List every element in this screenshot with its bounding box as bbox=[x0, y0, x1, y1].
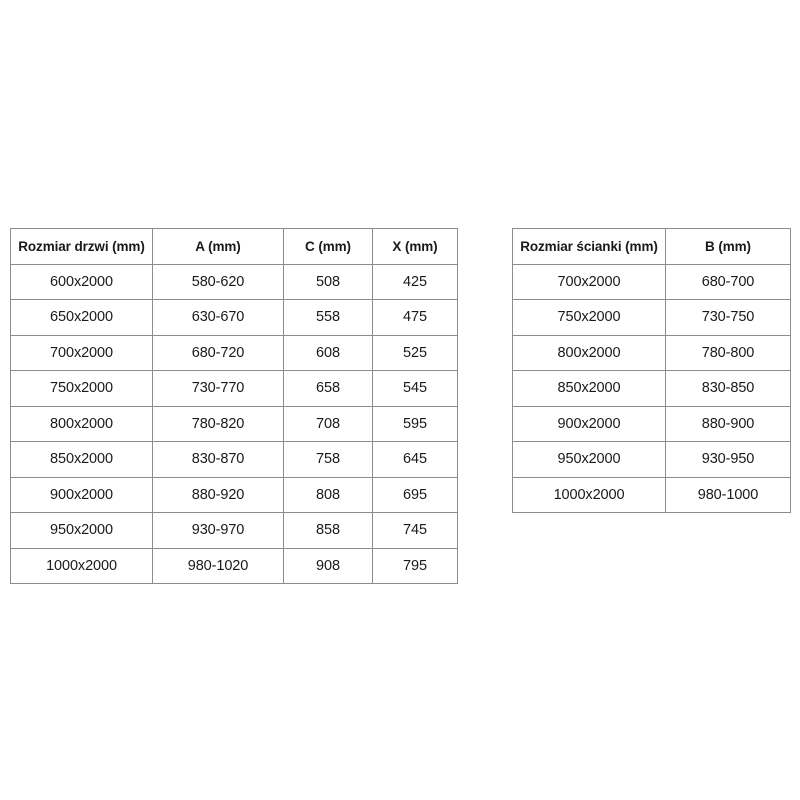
doors-dimension-table: Rozmiar drzwi (mm) A (mm) C (mm) X (mm) … bbox=[10, 228, 458, 584]
doors-cell-a: 880-920 bbox=[152, 476, 284, 513]
wall-cell-b: 880-900 bbox=[665, 405, 791, 442]
wall-cell-b: 680-700 bbox=[665, 263, 791, 300]
doors-cell-c: 608 bbox=[283, 334, 373, 371]
wall-table-header-row: Rozmiar ścianki (mm) B (mm) bbox=[512, 228, 791, 265]
doors-cell-c: 758 bbox=[283, 441, 373, 478]
doors-cell-a: 580-620 bbox=[152, 263, 284, 300]
doors-cell-size: 1000x2000 bbox=[10, 547, 153, 584]
doors-cell-size: 750x2000 bbox=[10, 370, 153, 407]
doors-cell-a: 680-720 bbox=[152, 334, 284, 371]
doors-cell-size: 900x2000 bbox=[10, 476, 153, 513]
table-row: 900x2000 880-920 808 695 bbox=[10, 476, 458, 513]
table-row: 800x2000 780-800 bbox=[512, 334, 791, 371]
doors-cell-a: 780-820 bbox=[152, 405, 284, 442]
table-row: 850x2000 830-870 758 645 bbox=[10, 441, 458, 478]
table-row: 900x2000 880-900 bbox=[512, 405, 791, 442]
table-row: 1000x2000 980-1000 bbox=[512, 476, 791, 513]
wall-header-size: Rozmiar ścianki (mm) bbox=[512, 228, 666, 265]
table-row: 950x2000 930-950 bbox=[512, 441, 791, 478]
table-row: 750x2000 730-770 658 545 bbox=[10, 370, 458, 407]
doors-cell-c: 858 bbox=[283, 512, 373, 549]
doors-cell-c: 708 bbox=[283, 405, 373, 442]
wall-cell-size: 800x2000 bbox=[512, 334, 666, 371]
doors-header-c: C (mm) bbox=[283, 228, 373, 265]
doors-cell-c: 908 bbox=[283, 547, 373, 584]
doors-cell-size: 700x2000 bbox=[10, 334, 153, 371]
doors-cell-x: 475 bbox=[372, 299, 458, 336]
table-row: 950x2000 930-970 858 745 bbox=[10, 512, 458, 549]
table-row: 650x2000 630-670 558 475 bbox=[10, 299, 458, 336]
doors-cell-size: 950x2000 bbox=[10, 512, 153, 549]
wall-cell-size: 950x2000 bbox=[512, 441, 666, 478]
doors-cell-x: 595 bbox=[372, 405, 458, 442]
table-row: 700x2000 680-720 608 525 bbox=[10, 334, 458, 371]
table-row: 850x2000 830-850 bbox=[512, 370, 791, 407]
wall-cell-size: 1000x2000 bbox=[512, 476, 666, 513]
wall-cell-size: 850x2000 bbox=[512, 370, 666, 407]
table-row: 1000x2000 980-1020 908 795 bbox=[10, 547, 458, 584]
doors-cell-x: 525 bbox=[372, 334, 458, 371]
doors-cell-c: 508 bbox=[283, 263, 373, 300]
doors-header-a: A (mm) bbox=[152, 228, 284, 265]
doors-cell-x: 425 bbox=[372, 263, 458, 300]
wall-cell-b: 830-850 bbox=[665, 370, 791, 407]
wall-cell-b: 930-950 bbox=[665, 441, 791, 478]
table-row: 800x2000 780-820 708 595 bbox=[10, 405, 458, 442]
wall-cell-size: 700x2000 bbox=[512, 263, 666, 300]
doors-cell-c: 658 bbox=[283, 370, 373, 407]
doors-cell-c: 808 bbox=[283, 476, 373, 513]
wall-dimension-table: Rozmiar ścianki (mm) B (mm) 700x2000 680… bbox=[512, 228, 791, 513]
table-row: 600x2000 580-620 508 425 bbox=[10, 263, 458, 300]
table-row: 700x2000 680-700 bbox=[512, 263, 791, 300]
wall-cell-b: 730-750 bbox=[665, 299, 791, 336]
doors-cell-c: 558 bbox=[283, 299, 373, 336]
wall-cell-size: 750x2000 bbox=[512, 299, 666, 336]
wall-cell-b: 980-1000 bbox=[665, 476, 791, 513]
doors-cell-size: 850x2000 bbox=[10, 441, 153, 478]
doors-cell-size: 600x2000 bbox=[10, 263, 153, 300]
doors-cell-x: 645 bbox=[372, 441, 458, 478]
doors-cell-a: 630-670 bbox=[152, 299, 284, 336]
wall-table-body: 700x2000 680-700 750x2000 730-750 800x20… bbox=[512, 263, 791, 513]
doors-table-body: 600x2000 580-620 508 425 650x2000 630-67… bbox=[10, 263, 458, 584]
wall-header-b: B (mm) bbox=[665, 228, 791, 265]
doors-cell-a: 930-970 bbox=[152, 512, 284, 549]
table-row: 750x2000 730-750 bbox=[512, 299, 791, 336]
doors-cell-a: 730-770 bbox=[152, 370, 284, 407]
doors-cell-x: 795 bbox=[372, 547, 458, 584]
wall-cell-b: 780-800 bbox=[665, 334, 791, 371]
doors-cell-x: 695 bbox=[372, 476, 458, 513]
doors-cell-size: 650x2000 bbox=[10, 299, 153, 336]
doors-header-x: X (mm) bbox=[372, 228, 458, 265]
doors-header-size: Rozmiar drzwi (mm) bbox=[10, 228, 153, 265]
doors-cell-size: 800x2000 bbox=[10, 405, 153, 442]
doors-cell-x: 545 bbox=[372, 370, 458, 407]
doors-cell-x: 745 bbox=[372, 512, 458, 549]
doors-cell-a: 830-870 bbox=[152, 441, 284, 478]
wall-cell-size: 900x2000 bbox=[512, 405, 666, 442]
doors-cell-a: 980-1020 bbox=[152, 547, 284, 584]
doors-table-header-row: Rozmiar drzwi (mm) A (mm) C (mm) X (mm) bbox=[10, 228, 458, 265]
